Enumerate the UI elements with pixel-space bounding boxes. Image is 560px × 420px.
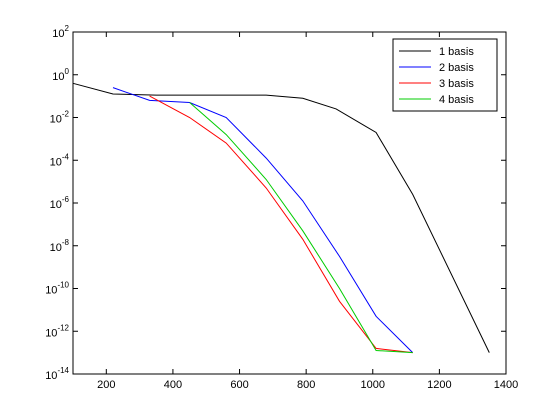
y-tick-label: 10-4 xyxy=(50,152,70,168)
y-tick-label: 10-10 xyxy=(45,281,69,297)
legend-entry-label: 3 basis xyxy=(439,78,474,90)
x-tick-label: 1200 xyxy=(427,379,451,391)
x-tick-label: 800 xyxy=(297,379,315,391)
y-tick-label: 10-2 xyxy=(50,110,70,126)
y-tick-label: 10-14 xyxy=(45,366,69,382)
x-tick-label: 400 xyxy=(164,379,182,391)
y-tick-label: 10-12 xyxy=(45,323,69,339)
legend-entry-label: 4 basis xyxy=(439,94,474,106)
y-tick-label: 10-6 xyxy=(50,195,70,211)
legend: 1 basis 2 basis 3 basis 4 basis xyxy=(392,38,498,112)
x-tick-label: 200 xyxy=(97,379,115,391)
series-line-1-basis xyxy=(72,82,490,353)
x-tick-label: 1400 xyxy=(494,379,518,391)
series-lines xyxy=(72,82,490,354)
legend-entry-label: 1 basis xyxy=(439,46,474,58)
y-tick-label: 100 xyxy=(52,67,69,83)
y-tick-label: 10-8 xyxy=(50,238,70,254)
legend-entry-label: 2 basis xyxy=(439,62,474,74)
series-line-2-basis xyxy=(112,87,414,353)
x-tick-label: 600 xyxy=(230,379,248,391)
axis-ticks: 200 400 600 800 1000 1200 1400 102 100 10-2 10-4 10… xyxy=(45,24,518,391)
y-tick-label: 102 xyxy=(52,24,69,40)
series-line-4-basis xyxy=(189,102,413,354)
x-tick-label: 1000 xyxy=(361,379,385,391)
